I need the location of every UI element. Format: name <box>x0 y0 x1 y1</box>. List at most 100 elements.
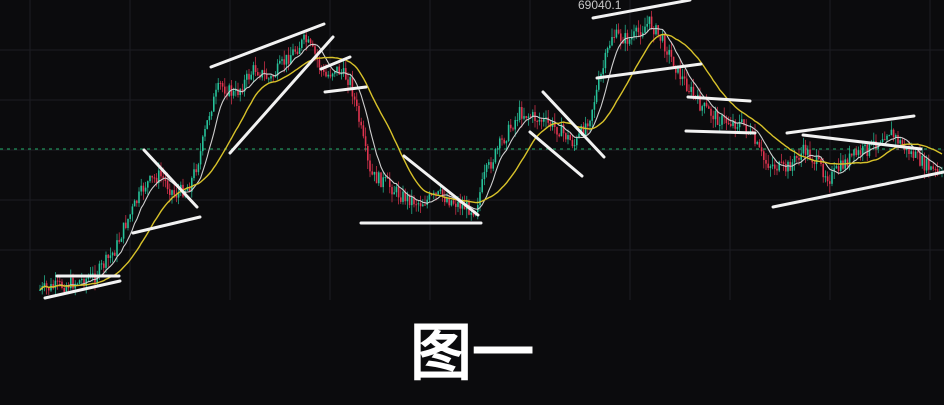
candle-body <box>635 27 637 32</box>
candle-body <box>571 140 574 147</box>
candle-body <box>83 278 85 286</box>
candle-body <box>840 160 842 171</box>
candle-body <box>835 166 838 169</box>
candle-body <box>151 175 153 178</box>
candle-body <box>279 60 281 64</box>
candle-body <box>833 168 835 172</box>
candle-body <box>494 148 497 163</box>
candle-body <box>573 145 576 147</box>
candle-body <box>646 23 648 27</box>
candle-body <box>879 142 882 144</box>
candle-body <box>813 162 816 164</box>
candle-body <box>228 85 230 96</box>
candle-body <box>199 151 202 165</box>
candle-body <box>369 160 371 172</box>
candle-body <box>371 171 373 175</box>
candle-body <box>895 135 897 138</box>
candle-body <box>886 135 888 140</box>
candle-body <box>778 161 780 171</box>
candle-body <box>382 177 384 188</box>
candle-body <box>155 177 158 183</box>
candle-body <box>912 151 915 158</box>
candle-body <box>664 34 666 52</box>
candle-body <box>547 117 549 123</box>
candle-body <box>738 122 741 128</box>
candle-body <box>668 49 670 55</box>
candle-body <box>881 139 884 143</box>
candle-body <box>272 76 274 78</box>
candle-body <box>540 119 543 122</box>
candle-body <box>393 192 395 195</box>
candle-body <box>745 124 747 132</box>
candle-body <box>92 273 94 275</box>
candle-body <box>144 187 147 192</box>
candle-body <box>529 116 532 118</box>
candle-body <box>149 175 151 182</box>
candle-body <box>485 164 488 172</box>
candle-body <box>928 159 930 170</box>
candle-body <box>481 179 483 193</box>
trendlines-layer <box>43 0 944 300</box>
candle-body <box>349 77 351 85</box>
candle-body <box>153 177 156 179</box>
candle-body <box>611 37 613 46</box>
candle-body <box>602 68 604 75</box>
candle-body <box>96 276 98 283</box>
candle-body <box>406 194 409 202</box>
candle-body <box>884 139 886 141</box>
candle-body <box>116 240 118 256</box>
candle-body <box>105 254 107 268</box>
candle-body <box>864 144 866 147</box>
trendline <box>771 170 944 209</box>
trendline <box>323 85 368 94</box>
candle-body <box>754 132 756 144</box>
candle-body <box>294 49 296 52</box>
candle-body <box>516 119 519 121</box>
candle-body <box>426 199 428 206</box>
candle-body <box>686 78 688 92</box>
candle-body <box>140 185 142 192</box>
candle-body <box>72 277 74 289</box>
candle-body <box>622 40 624 44</box>
candle-body <box>342 68 345 74</box>
candle-body <box>439 189 442 192</box>
candle-body <box>897 135 899 144</box>
trendline <box>591 0 692 20</box>
candle-body <box>514 120 516 130</box>
trendline <box>228 35 335 155</box>
candle-body <box>809 149 811 160</box>
candle-body <box>576 137 578 146</box>
candle-body <box>824 176 827 178</box>
candle-body <box>512 128 514 130</box>
candle-body <box>565 133 567 140</box>
candle-body <box>787 161 789 172</box>
candle-body <box>793 156 796 163</box>
candle-body <box>758 142 761 148</box>
candle-body <box>681 76 684 80</box>
candle-body <box>818 156 820 159</box>
candle-body <box>415 204 417 206</box>
candle-body <box>888 135 890 137</box>
candle-body <box>52 284 54 289</box>
candle-body <box>862 146 864 155</box>
candle-body <box>285 54 288 65</box>
candle-body <box>732 120 734 126</box>
candle-body <box>719 124 721 126</box>
candle-body <box>756 142 758 144</box>
candle-body <box>868 143 871 156</box>
candle-body <box>554 121 556 127</box>
candle-body <box>567 135 569 140</box>
candle-body <box>488 162 490 165</box>
candle-body <box>314 46 316 54</box>
candle-body <box>543 118 545 122</box>
candle-body <box>461 204 464 209</box>
candle-body <box>208 116 211 121</box>
candle-body <box>721 115 723 125</box>
candle-body <box>925 159 928 171</box>
candle-body <box>411 197 413 206</box>
trendline <box>43 279 122 300</box>
candle-body <box>444 196 446 203</box>
candle-body <box>290 55 292 64</box>
candle-body <box>472 212 475 216</box>
candle-body <box>490 162 492 169</box>
